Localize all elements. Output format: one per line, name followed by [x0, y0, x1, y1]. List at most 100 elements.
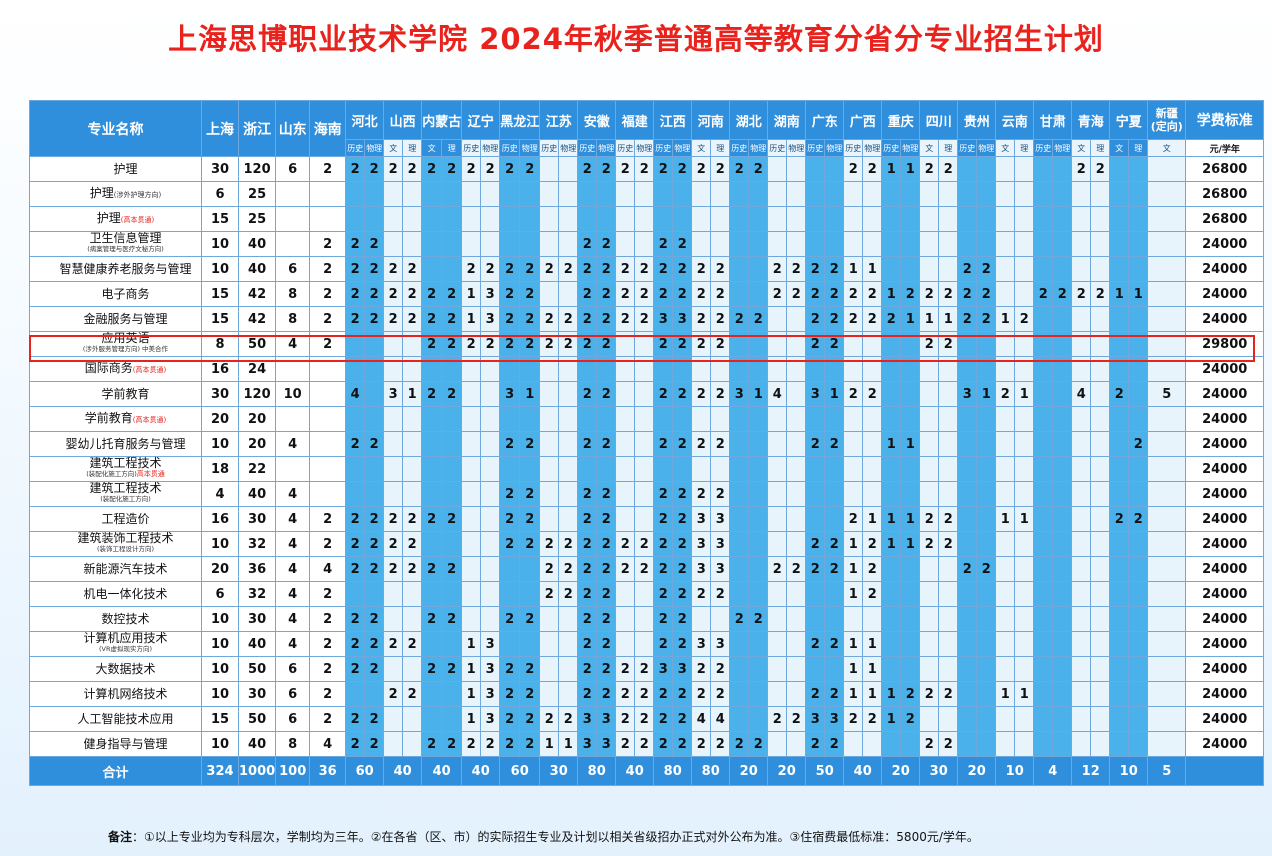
quota-cell: 2: [421, 606, 443, 632]
quota-cell: [275, 181, 311, 207]
quota-cell: [995, 406, 1016, 432]
quota-cell: 2: [364, 631, 385, 657]
quota-cell: 2: [596, 156, 617, 182]
quota-cell: 2: [976, 556, 997, 582]
quota-cell: 2: [653, 381, 674, 407]
major-name: 护理: [96, 210, 121, 225]
quota-cell: [1128, 456, 1149, 482]
quota-cell: 2: [710, 381, 731, 407]
quota-cell: 50: [237, 331, 277, 357]
quota-cell: [881, 406, 902, 432]
quota-cell: [364, 206, 385, 232]
quota-cell: [976, 631, 997, 657]
quota-cell: [480, 531, 501, 557]
col-subheader: 历史: [843, 139, 864, 157]
quota-cell: [653, 206, 674, 232]
major-subnote-red: 高本贯通: [136, 470, 165, 478]
quota-cell-xinjiang: [1147, 556, 1187, 582]
quota-cell: 4: [275, 481, 311, 507]
quota-cell: [1033, 431, 1054, 457]
quota-cell: 2: [710, 731, 731, 757]
total-cell: 20: [729, 756, 769, 786]
quota-cell: 2: [710, 431, 731, 457]
quota-cell: [995, 231, 1016, 257]
quota-cell: [1090, 256, 1111, 282]
quota-cell: [767, 656, 788, 682]
col-header-province: 甘肃: [1033, 100, 1073, 140]
header-row: 专业名称 上海 浙江 山东 海南 河北 山西 内蒙古 辽宁 黑龙江 江苏 安徽 福建 江西 河南 湖北 湖南 广东…: [29, 100, 1265, 157]
quota-cell: [691, 606, 712, 632]
total-cell: 4: [1033, 756, 1073, 786]
quota-cell: 2: [672, 506, 693, 532]
quota-cell: [710, 406, 731, 432]
col-subheader: 物理: [634, 139, 655, 157]
quota-cell: [383, 406, 404, 432]
quota-cell: 2: [653, 506, 674, 532]
quota-cell: [1128, 531, 1149, 557]
quota-cell: 2: [976, 306, 997, 332]
table-row: 护理 30 120 6 2 2 2 2 2 2 2 2 2 2 2 2 2 2 2 2 2 2 2 2 2 2 2 1 1 2 2 2 2 268…: [29, 156, 1265, 182]
major-name: 数控技术: [101, 611, 150, 626]
quota-cell: [767, 731, 788, 757]
quota-cell: 2: [309, 706, 347, 732]
quota-cell: [577, 356, 598, 382]
quota-cell: [539, 631, 560, 657]
quota-cell: 30: [237, 681, 277, 707]
quota-cell: [862, 431, 883, 457]
quota-cell: 3: [824, 706, 845, 732]
quota-cell: [881, 181, 902, 207]
quota-cell: [1128, 681, 1149, 707]
quota-cell: [539, 681, 560, 707]
quota-cell: 1: [748, 381, 769, 407]
quota-cell: 2: [364, 156, 385, 182]
total-cell: 20: [881, 756, 921, 786]
fee-cell: 24000: [1185, 581, 1265, 607]
total-cell: 80: [691, 756, 731, 786]
quota-cell: [480, 606, 501, 632]
quota-cell-xinjiang: [1147, 256, 1187, 282]
quota-cell: [1033, 356, 1054, 382]
quota-cell: [1071, 631, 1092, 657]
quota-cell: 40: [237, 631, 277, 657]
major-name-cell: 金融服务与管理: [29, 306, 202, 332]
quota-cell: [938, 606, 959, 632]
quota-cell: 2: [824, 731, 845, 757]
quota-cell: 10: [201, 606, 239, 632]
col-header-xinjiang: 新疆 (定向): [1147, 100, 1187, 140]
quota-cell: [957, 506, 978, 532]
major-name-cell: 计算机网络技术: [29, 681, 202, 707]
quota-cell: 15: [201, 206, 239, 232]
quota-cell: 2: [519, 681, 541, 707]
quota-cell: 2: [421, 331, 443, 357]
quota-cell: [710, 356, 731, 382]
total-cell: 60: [345, 756, 385, 786]
quota-cell: 2: [345, 256, 366, 282]
quota-cell: 2: [499, 281, 521, 307]
quota-cell: [480, 231, 501, 257]
quota-cell: [957, 431, 978, 457]
quota-cell: [938, 256, 959, 282]
quota-cell: [976, 481, 997, 507]
major-name: 护理: [89, 185, 114, 200]
quota-cell: 2: [729, 156, 750, 182]
quota-cell: [976, 581, 997, 607]
quota-cell: 2: [672, 481, 693, 507]
quota-cell: [402, 581, 423, 607]
quota-cell: [558, 206, 579, 232]
quota-cell: [577, 456, 598, 482]
quota-cell: [881, 631, 902, 657]
quota-cell: [1052, 331, 1073, 357]
quota-cell: [957, 456, 978, 482]
quota-cell: [558, 381, 579, 407]
major-subnote: (病案管理与医疗文秘方向): [50, 244, 201, 255]
quota-cell: 2: [653, 481, 674, 507]
quota-cell: [1071, 356, 1092, 382]
table-row: 建筑装饰工程技术 (装饰工程设计方向) 10 32 4 2 2 2 2 2 2 2 2 2 2 2 2 2 2 2 3 3…: [29, 531, 1265, 557]
quota-cell: 2: [441, 281, 463, 307]
quota-cell: 10: [201, 631, 239, 657]
quota-cell: 4: [201, 481, 239, 507]
quota-cell: [995, 731, 1016, 757]
quota-cell: 2: [519, 606, 541, 632]
quota-cell: 1: [900, 431, 921, 457]
quota-cell: 2: [995, 381, 1016, 407]
